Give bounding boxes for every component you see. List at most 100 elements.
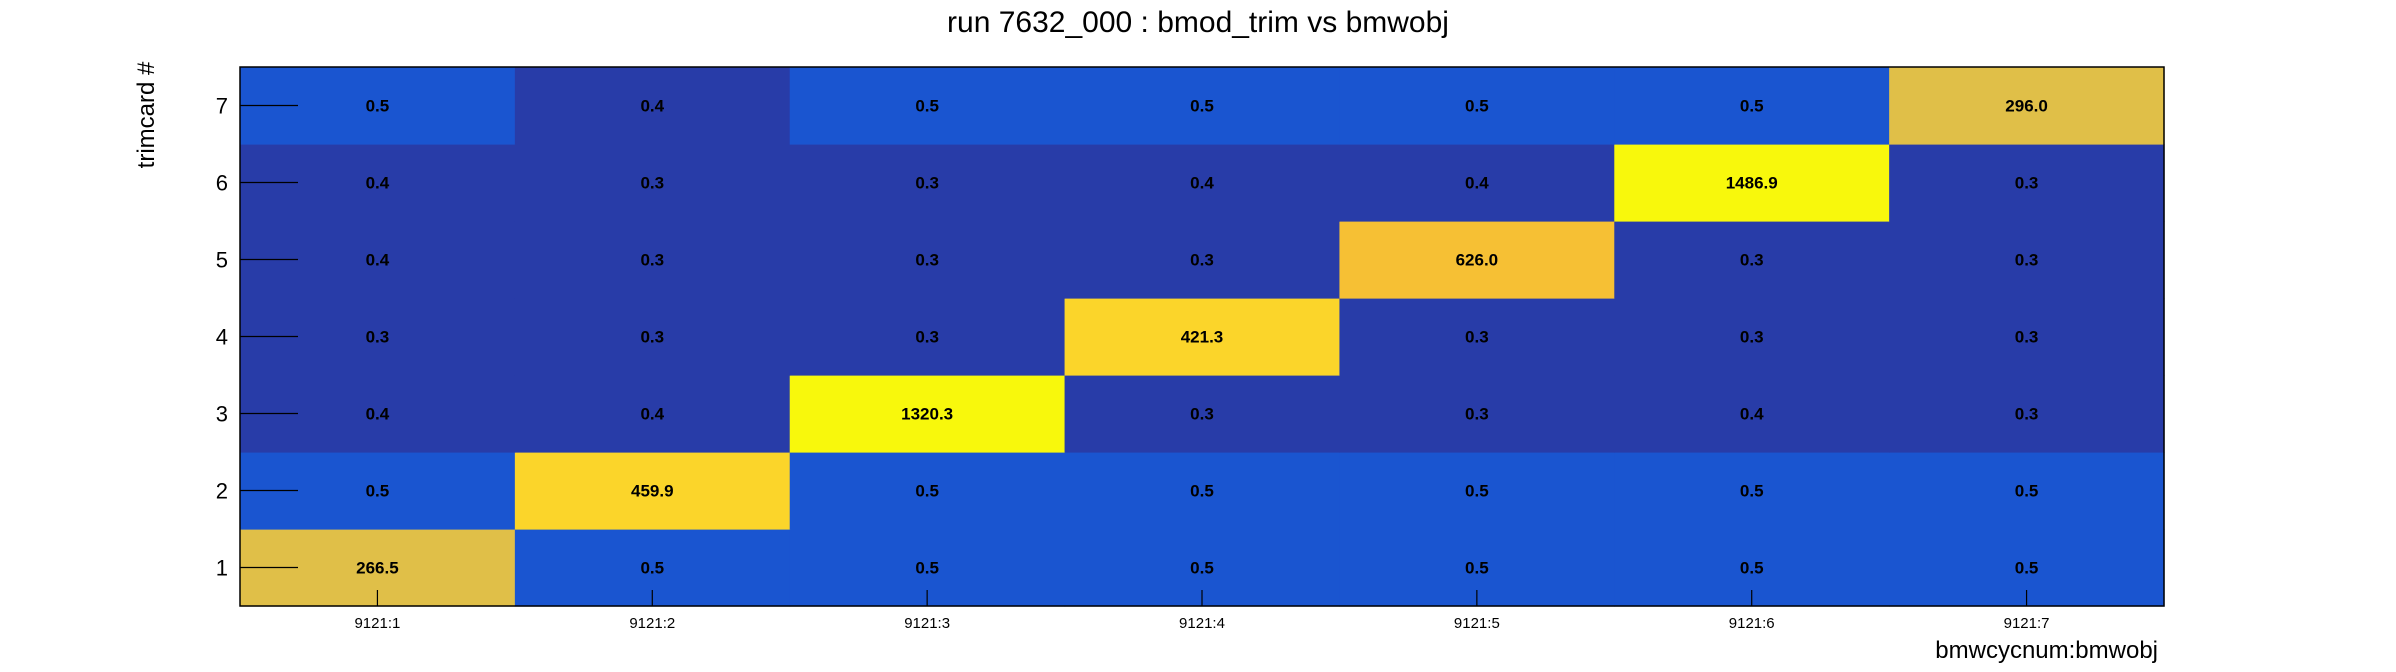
x-tick-label: 9121:5 xyxy=(1454,615,1500,632)
cell-value-label: 0.3 xyxy=(1740,251,1764,270)
heatmap-cell xyxy=(1064,144,1341,222)
cell-value-label: 0.4 xyxy=(1465,174,1489,193)
heatmap-cell xyxy=(1339,221,1615,299)
cell-value-label: 0.3 xyxy=(1190,405,1214,424)
y-tick-label: 4 xyxy=(216,325,228,350)
cell-value-label: 1320.3 xyxy=(901,405,953,424)
cell-value-label: 0.5 xyxy=(1740,97,1764,116)
heatmap-cell xyxy=(1889,221,2165,299)
y-tick-label: 1 xyxy=(216,556,228,581)
y-tick-label: 7 xyxy=(216,94,228,119)
heatmap-cell xyxy=(789,144,1066,222)
y-tick-label: 3 xyxy=(216,402,228,427)
heatmap-cell xyxy=(1614,144,1890,222)
cell-value-label: 0.5 xyxy=(915,559,939,578)
cell-value-label: 0.3 xyxy=(1740,328,1764,347)
cell-value-label: 0.3 xyxy=(366,328,390,347)
cell-value-label: 0.4 xyxy=(1740,405,1764,424)
heatmap-cell xyxy=(1064,221,1341,299)
heatmap-cells xyxy=(240,67,2165,607)
cell-value-label: 266.5 xyxy=(356,559,399,578)
x-tick-label: 9121:4 xyxy=(1179,615,1225,632)
cell-value-label: 0.3 xyxy=(640,174,664,193)
heatmap-cell xyxy=(1614,67,1890,145)
cell-value-label: 0.4 xyxy=(366,251,390,270)
cell-value-label: 0.3 xyxy=(915,251,939,270)
heatmap-cell xyxy=(1064,452,1341,530)
cell-value-label: 421.3 xyxy=(1181,328,1224,347)
cell-value-label: 0.3 xyxy=(2015,405,2039,424)
x-tick-label: 9121:3 xyxy=(904,615,950,632)
cell-value-label: 0.3 xyxy=(1190,251,1214,270)
cell-value-label: 0.3 xyxy=(2015,251,2039,270)
x-axis-title: bmwcycnum:bmwobj xyxy=(1935,637,2158,664)
chart-title: run 7632_000 : bmod_trim vs bmwobj xyxy=(947,6,1449,39)
heatmap-cell xyxy=(1339,298,1615,376)
cell-value-label: 0.5 xyxy=(640,559,664,578)
cell-value-label: 459.9 xyxy=(631,482,674,501)
heatmap-cell xyxy=(1339,67,1615,145)
cell-value-label: 0.4 xyxy=(640,405,664,424)
cell-value-label: 0.3 xyxy=(915,328,939,347)
y-tick-label: 2 xyxy=(216,479,228,504)
cell-value-label: 0.5 xyxy=(1190,482,1214,501)
cell-value-label: 0.5 xyxy=(1465,97,1489,116)
heatmap-cell xyxy=(789,67,1066,145)
heatmap-cell xyxy=(1339,452,1615,530)
heatmap-cell xyxy=(514,221,791,299)
heatmap-cell xyxy=(1064,67,1341,145)
cell-value-label: 0.5 xyxy=(2015,482,2039,501)
cell-value-label: 0.3 xyxy=(915,174,939,193)
heatmap-cell xyxy=(1614,375,1890,453)
cell-value-label: 0.3 xyxy=(2015,328,2039,347)
x-axis: 9121:1 9121:2 9121:3 9121:4 9121:5 9121:6 9121… xyxy=(354,590,2050,632)
cell-value-label: 0.5 xyxy=(1465,559,1489,578)
heatmap-cell xyxy=(1614,452,1890,530)
y-axis: 1 2 3 4 5 6 7 xyxy=(216,94,298,581)
heatmap-cell xyxy=(1614,221,1890,299)
cell-value-label: 0.4 xyxy=(1190,174,1214,193)
heatmap-cell xyxy=(1889,298,2165,376)
heatmap-cell xyxy=(1889,452,2165,530)
y-axis-title: trimcard # xyxy=(133,61,160,168)
cell-value-label: 1486.9 xyxy=(1726,174,1778,193)
cell-value-label: 0.3 xyxy=(1465,405,1489,424)
heatmap-cell xyxy=(514,375,791,453)
cell-value-label: 0.4 xyxy=(366,405,390,424)
heatmap-cell xyxy=(514,452,791,530)
cell-value-label: 0.3 xyxy=(640,251,664,270)
heatmap-cell xyxy=(1889,67,2165,145)
cell-value-label: 0.5 xyxy=(1465,482,1489,501)
cell-value-label: 0.5 xyxy=(915,97,939,116)
cell-value-label: 0.5 xyxy=(366,97,390,116)
cell-value-label: 0.4 xyxy=(640,97,664,116)
heatmap-cell xyxy=(1064,298,1341,376)
cell-value-label: 296.0 xyxy=(2005,97,2048,116)
cell-value-label: 0.5 xyxy=(2015,559,2039,578)
cell-value-label: 0.5 xyxy=(1190,559,1214,578)
cell-value-label: 0.5 xyxy=(1190,97,1214,116)
heatmap-cell xyxy=(514,67,791,145)
x-tick-label: 9121:1 xyxy=(354,615,400,632)
x-tick-label: 9121:6 xyxy=(1729,615,1775,632)
heatmap-cell xyxy=(789,452,1066,530)
x-tick-label: 9121:2 xyxy=(629,615,675,632)
heatmap-cell xyxy=(1064,375,1341,453)
heatmap-cell xyxy=(1339,144,1615,222)
cell-value-label: 0.3 xyxy=(2015,174,2039,193)
heatmap-cell xyxy=(514,298,791,376)
x-tick-label: 9121:7 xyxy=(2004,615,2050,632)
cell-value-label: 0.3 xyxy=(1465,328,1489,347)
heatmap-cell xyxy=(789,375,1066,453)
heatmap-cell xyxy=(514,144,791,222)
heatmap-cell xyxy=(1339,375,1615,453)
heatmap-cell xyxy=(789,298,1066,376)
cell-value-label: 0.5 xyxy=(915,482,939,501)
heatmap-cell xyxy=(1614,298,1890,376)
heatmap-cell xyxy=(789,221,1066,299)
cell-value-label: 0.5 xyxy=(1740,482,1764,501)
heatmap-cell-labels: 266.5 0.5 0.5 0.5 0.5 0.5 0.5 0.5 459.9 0.5 0.5 0.5… xyxy=(356,97,2048,578)
cell-value-label: 0.4 xyxy=(366,174,390,193)
cell-value-label: 0.5 xyxy=(366,482,390,501)
